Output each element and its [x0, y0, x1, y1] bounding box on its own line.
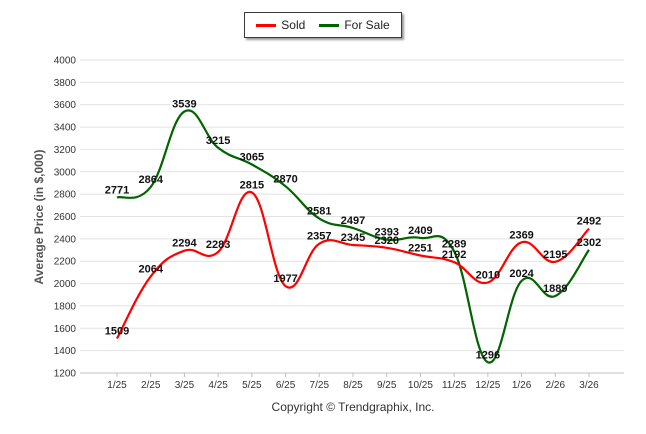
axis-layer: 1200 1400 1600 1800 2000 2200 2400 2600 2800 3000…: [54, 56, 624, 391]
y-tick-label-2200: 2200: [54, 257, 77, 268]
y-tick-label-2400: 2400: [54, 234, 77, 245]
data-label-for-sale-3/25: 3539: [172, 99, 196, 111]
data-label-sold-5/25: 2815: [240, 179, 264, 191]
y-tick-label-1200: 1200: [54, 369, 77, 380]
data-label-for-sale-12/25: 1296: [476, 349, 500, 361]
x-tick-label-12/25: 12/25: [475, 380, 500, 391]
data-label-sold-8/25: 2345: [341, 232, 365, 244]
data-label-for-sale-2/25: 2864: [138, 174, 163, 186]
x-tick-label-10/25: 10/25: [408, 380, 433, 391]
y-tick-label-3000: 3000: [54, 167, 77, 178]
data-label-for-sale-6/25: 2870: [273, 173, 297, 185]
copyright-footer: Copyright © Trendgraphix, Inc.: [271, 400, 435, 414]
data-label-for-sale-4/25: 3215: [206, 135, 230, 147]
legend-swatch-for-sale: [319, 23, 340, 27]
data-label-for-sale-3/26: 2302: [577, 237, 601, 249]
data-label-for-sale-8/25: 2497: [341, 215, 365, 227]
y-tick-label-3200: 3200: [54, 145, 77, 156]
data-label-layer: 2771 2864 3539 3215 3065 2870 2581 2497 2393 2409…: [105, 99, 601, 362]
y-tick-label-1800: 1800: [54, 301, 77, 312]
x-tick-label-3/25: 3/25: [175, 380, 195, 391]
x-tick-label-7/25: 7/25: [310, 380, 330, 391]
data-label-sold-11/25: 2192: [442, 249, 466, 261]
series-line-for-sale: [116, 109, 590, 364]
y-tick-label-4000: 4000: [54, 56, 77, 67]
legend-label-for-sale: For Sale: [344, 18, 390, 32]
data-label-sold-9/25: 2320: [374, 235, 398, 247]
data-label-sold-10/25: 2251: [408, 243, 432, 255]
data-label-for-sale-5/25: 3065: [240, 152, 264, 164]
legend: Sold For Sale: [244, 12, 402, 38]
data-label-sold-12/25: 2010: [476, 269, 500, 281]
y-axis-title: Average Price (in $,000): [32, 150, 46, 285]
x-tick-label-1/26: 1/26: [512, 380, 532, 391]
y-tick-label-2000: 2000: [54, 279, 77, 290]
data-label-sold-2/25: 2064: [138, 263, 163, 275]
legend-item-sold[interactable]: Sold: [256, 18, 305, 32]
x-tick-label-9/25: 9/25: [377, 380, 397, 391]
y-tick-label-2800: 2800: [54, 190, 77, 201]
x-tick-label-11/25: 11/25: [442, 380, 467, 391]
data-label-for-sale-1/26: 2024: [509, 268, 534, 280]
y-tick-label-1400: 1400: [54, 346, 77, 357]
data-label-sold-7/25: 2357: [307, 231, 331, 243]
data-label-sold-1/25: 1509: [105, 325, 129, 337]
data-label-sold-3/25: 2294: [172, 238, 197, 250]
data-label-sold-2/26: 2195: [543, 249, 567, 261]
x-tick-label-6/25: 6/25: [276, 380, 296, 391]
legend-label-sold: Sold: [281, 18, 306, 32]
y-tick-label-3400: 3400: [54, 123, 77, 134]
data-label-sold-6/25: 1977: [273, 273, 297, 285]
data-label-for-sale-11/25: 2289: [442, 238, 466, 250]
legend-item-for-sale[interactable]: For Sale: [319, 18, 390, 32]
data-label-for-sale-7/25: 2581: [307, 206, 331, 218]
data-label-sold-1/26: 2369: [509, 229, 533, 241]
data-label-for-sale-9/25: 2393: [374, 227, 398, 239]
y-tick-label-3800: 3800: [54, 78, 77, 89]
x-tick-label-3/26: 3/26: [579, 380, 599, 391]
x-tick-label-4/25: 4/25: [208, 380, 228, 391]
data-label-sold-3/26: 2492: [577, 216, 601, 228]
x-tick-label-2/25: 2/25: [141, 380, 161, 391]
data-label-for-sale-10/25: 2409: [408, 225, 432, 237]
series-line-sold: [116, 191, 590, 340]
series-layer: [116, 109, 590, 364]
x-tick-label-8/25: 8/25: [343, 380, 363, 391]
data-label-sold-4/25: 2283: [206, 239, 230, 251]
y-tick-label-3600: 3600: [54, 100, 77, 111]
legend-swatch-sold: [256, 23, 277, 27]
data-label-for-sale-1/25: 2771: [105, 184, 129, 196]
y-tick-label-1600: 1600: [54, 324, 77, 335]
y-tick-label-2600: 2600: [54, 212, 77, 223]
data-label-for-sale-2/26: 1889: [543, 283, 567, 295]
grid-layer: [80, 59, 624, 374]
x-tick-label-1/25: 1/25: [107, 380, 127, 391]
x-tick-label-5/25: 5/25: [242, 380, 262, 391]
x-tick-label-2/26: 2/26: [546, 380, 566, 391]
